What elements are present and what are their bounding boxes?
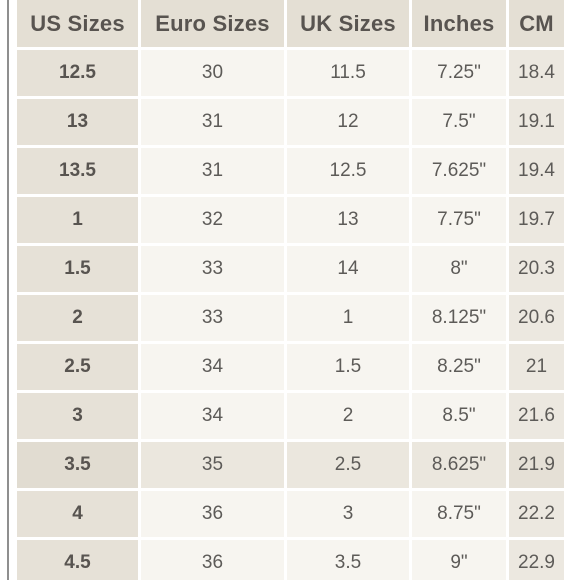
cell-cm: 20.6 [509, 295, 564, 341]
cell-euro-size: 31 [141, 148, 284, 194]
header-row: US Sizes Euro Sizes UK Sizes Inches CM [17, 0, 564, 47]
cell-uk-size: 3.5 [287, 540, 409, 580]
cell-uk-size: 11.5 [287, 50, 409, 96]
cell-inches: 7.625" [412, 148, 506, 194]
cell-euro-size: 36 [141, 491, 284, 537]
cell-inches: 9" [412, 540, 506, 580]
cell-uk-size: 2 [287, 393, 409, 439]
cell-cm: 22.9 [509, 540, 564, 580]
cell-cm: 19.1 [509, 99, 564, 145]
header-uk-sizes: UK Sizes [287, 0, 409, 47]
header-cm: CM [509, 0, 564, 47]
table-row: 3 34 2 8.5" 21.6 [17, 393, 564, 439]
cell-us-size: 13.5 [17, 148, 138, 194]
cell-euro-size: 36 [141, 540, 284, 580]
cell-us-size: 4.5 [17, 540, 138, 580]
cell-uk-size: 3 [287, 491, 409, 537]
cell-uk-size: 1.5 [287, 344, 409, 390]
cell-inches: 7.5" [412, 99, 506, 145]
cell-uk-size: 1 [287, 295, 409, 341]
cell-inches: 8.25" [412, 344, 506, 390]
cell-inches: 8.75" [412, 491, 506, 537]
cell-uk-size: 12 [287, 99, 409, 145]
table-body: 12.5 30 11.5 7.25" 18.4 13 31 12 7.5" 19.1 13.5 31 1… [17, 50, 564, 580]
header-inches: Inches [412, 0, 506, 47]
table-row: 2 33 1 8.125" 20.6 [17, 295, 564, 341]
table-row: 13 31 12 7.5" 19.1 [17, 99, 564, 145]
header-us-sizes: US Sizes [17, 0, 138, 47]
cell-uk-size: 12.5 [287, 148, 409, 194]
cell-us-size: 1.5 [17, 246, 138, 292]
cell-cm: 18.4 [509, 50, 564, 96]
cell-us-size: 12.5 [17, 50, 138, 96]
cell-cm: 20.3 [509, 246, 564, 292]
cell-euro-size: 33 [141, 246, 284, 292]
cell-inches: 8" [412, 246, 506, 292]
cell-euro-size: 32 [141, 197, 284, 243]
table-row: 13.5 31 12.5 7.625" 19.4 [17, 148, 564, 194]
cell-us-size: 1 [17, 197, 138, 243]
cell-inches: 7.25" [412, 50, 506, 96]
table-row: 2.5 34 1.5 8.25" 21 [17, 344, 564, 390]
cell-uk-size: 13 [287, 197, 409, 243]
cell-euro-size: 34 [141, 344, 284, 390]
cell-us-size: 2.5 [17, 344, 138, 390]
cell-inches: 8.125" [412, 295, 506, 341]
cell-cm: 21.9 [509, 442, 564, 488]
table-row: 4 36 3 8.75" 22.2 [17, 491, 564, 537]
table-row: 3.5 35 2.5 8.625" 21.9 [17, 442, 564, 488]
table-row: 1.5 33 14 8" 20.3 [17, 246, 564, 292]
cell-inches: 7.75" [412, 197, 506, 243]
cell-euro-size: 33 [141, 295, 284, 341]
cell-cm: 21.6 [509, 393, 564, 439]
cell-us-size: 3 [17, 393, 138, 439]
cell-us-size: 3.5 [17, 442, 138, 488]
cell-euro-size: 34 [141, 393, 284, 439]
cell-cm: 22.2 [509, 491, 564, 537]
cell-us-size: 2 [17, 295, 138, 341]
table-row: 12.5 30 11.5 7.25" 18.4 [17, 50, 564, 96]
cell-inches: 8.5" [412, 393, 506, 439]
cell-euro-size: 30 [141, 50, 284, 96]
cell-cm: 19.7 [509, 197, 564, 243]
cell-cm: 21 [509, 344, 564, 390]
cell-euro-size: 35 [141, 442, 284, 488]
table-row: 4.5 36 3.5 9" 22.9 [17, 540, 564, 580]
left-border-line [7, 0, 9, 580]
header-euro-sizes: Euro Sizes [141, 0, 284, 47]
cell-uk-size: 14 [287, 246, 409, 292]
cell-us-size: 4 [17, 491, 138, 537]
cell-inches: 8.625" [412, 442, 506, 488]
cell-us-size: 13 [17, 99, 138, 145]
cell-euro-size: 31 [141, 99, 284, 145]
size-conversion-table: US Sizes Euro Sizes UK Sizes Inches CM 1… [14, 0, 567, 580]
cell-cm: 19.4 [509, 148, 564, 194]
table-row: 1 32 13 7.75" 19.7 [17, 197, 564, 243]
cell-uk-size: 2.5 [287, 442, 409, 488]
